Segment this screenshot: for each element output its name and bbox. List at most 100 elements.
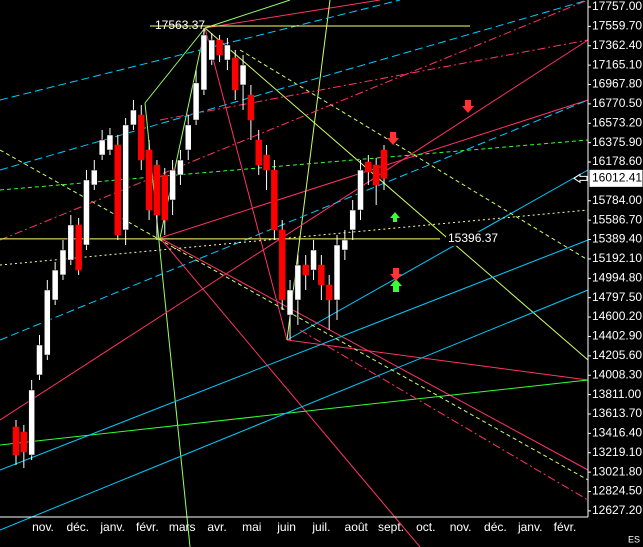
y-tick-label: 17757.00 xyxy=(592,0,642,13)
candle-body xyxy=(114,144,122,236)
y-tick-label: 13811.00 xyxy=(592,387,641,401)
candle-body xyxy=(325,284,333,301)
candle-body xyxy=(302,264,309,276)
candle-body xyxy=(318,264,325,286)
last-price-box xyxy=(589,169,643,187)
candle-body xyxy=(200,34,208,91)
candle-body xyxy=(106,134,114,151)
y-tick-label: 15192.10 xyxy=(592,251,642,265)
candle-body xyxy=(286,289,294,316)
candle-body xyxy=(349,209,356,231)
candle-body xyxy=(169,169,176,201)
candle-body xyxy=(44,289,51,356)
candle-body xyxy=(255,139,262,166)
x-tick-label: sept. xyxy=(378,520,404,534)
candle-body xyxy=(271,169,278,231)
candle-body xyxy=(239,64,247,86)
candle-body xyxy=(75,224,82,271)
candle-body xyxy=(208,39,215,61)
candle-body xyxy=(98,139,106,156)
x-tick-label: mai xyxy=(242,520,261,534)
y-tick-label: 13613.70 xyxy=(592,406,642,420)
x-tick-label: juil. xyxy=(311,520,330,534)
candle-body xyxy=(122,124,129,231)
y-tick-label: 15389.40 xyxy=(592,232,642,246)
y-tick-label: 12824.50 xyxy=(592,484,642,498)
x-tick-label: déc. xyxy=(484,520,507,534)
candle-body xyxy=(28,389,35,456)
price-level-label: 17563.37 xyxy=(155,18,205,32)
y-tick-label: 14994.80 xyxy=(592,270,642,284)
y-tick-label: 16770.50 xyxy=(592,96,642,110)
x-tick-label: févr. xyxy=(554,520,577,534)
candle-body xyxy=(20,431,28,453)
y-tick-label: 16967.80 xyxy=(592,77,642,91)
candle-body xyxy=(192,82,200,121)
candle-body xyxy=(310,249,317,271)
candle-body xyxy=(357,169,364,211)
y-tick-label: 13416.40 xyxy=(592,426,642,440)
x-tick-label: nov. xyxy=(450,520,472,534)
candle-body xyxy=(365,161,372,173)
x-tick-label: nov. xyxy=(32,520,54,534)
candle-body xyxy=(83,179,90,246)
candle-body xyxy=(263,154,270,171)
x-tick-label: avr. xyxy=(207,520,226,534)
x-tick-label: janv. xyxy=(517,520,542,534)
y-tick-label: 16375.90 xyxy=(592,135,642,149)
x-tick-label: juin xyxy=(276,520,296,534)
candle-body xyxy=(138,114,145,161)
candle-body xyxy=(145,149,153,211)
y-tick-label: 17165.10 xyxy=(592,57,642,71)
candle-body xyxy=(161,174,169,221)
last-price-label: 16012.41 xyxy=(592,171,642,185)
candle-body xyxy=(372,164,380,186)
candle-body xyxy=(130,109,137,126)
candle-body xyxy=(91,169,98,186)
y-tick-label: 15586.70 xyxy=(592,212,642,226)
y-tick-label: 12627.20 xyxy=(592,503,642,517)
candle-body xyxy=(185,124,192,151)
y-tick-label: 14797.50 xyxy=(592,290,642,304)
x-tick-label: mars xyxy=(169,520,196,534)
candle-body xyxy=(177,159,184,176)
y-tick-label: 17559.70 xyxy=(592,19,642,33)
y-tick-label: 14600.20 xyxy=(592,309,642,323)
candle-body xyxy=(231,57,239,91)
candle-body xyxy=(341,239,349,251)
symbol: ES xyxy=(628,534,640,544)
signal-arrows xyxy=(387,100,474,292)
y-tick-label: 13021.80 xyxy=(592,464,642,478)
candle-body xyxy=(247,94,255,121)
x-tick-label: janv. xyxy=(99,520,124,534)
candle-body xyxy=(224,44,231,61)
candle-body xyxy=(51,269,59,301)
y-tick-label: 13219.10 xyxy=(592,445,642,459)
y-tick-label: 16178.60 xyxy=(592,154,642,168)
y-tick-label: 14402.90 xyxy=(592,329,642,343)
last-price-arrow xyxy=(573,173,588,184)
candle-body xyxy=(380,149,388,179)
x-tick-label: oct. xyxy=(416,520,435,534)
x-tick-label: août xyxy=(345,520,369,534)
y-tick-label: 17362.40 xyxy=(592,38,642,52)
candle-body xyxy=(216,39,223,56)
label-bg xyxy=(446,231,498,246)
x-tick-label: févr. xyxy=(136,520,159,534)
y-tick-label: 16573.20 xyxy=(592,115,642,129)
y-tick-label: 15784.00 xyxy=(592,193,642,207)
candle-body xyxy=(67,224,75,261)
candle-body xyxy=(12,426,20,456)
trend-lines xyxy=(0,0,589,547)
candle-body xyxy=(278,229,286,301)
candle-body xyxy=(294,264,302,301)
y-tick-label: 14205.60 xyxy=(592,348,642,362)
candle-body xyxy=(59,249,67,276)
price-level-label: 15396.37 xyxy=(448,231,498,245)
y-tick-label: 14008.30 xyxy=(592,367,642,381)
candle-body xyxy=(333,244,341,301)
candle-body xyxy=(36,344,43,376)
x-tick-label: déc. xyxy=(66,520,89,534)
candle-body xyxy=(153,164,161,216)
